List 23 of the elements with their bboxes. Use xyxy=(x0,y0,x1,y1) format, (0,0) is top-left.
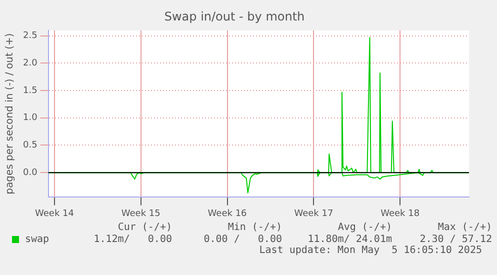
text: 0.00 / 0.00 xyxy=(202,234,282,245)
text: 2.30 / 57.12 xyxy=(418,234,492,245)
y-tick-label: 2.5 xyxy=(22,31,38,42)
y-tick-label: 0.0 xyxy=(22,168,38,178)
text: Avg (-/+) xyxy=(336,222,392,233)
x-tick-label: Week 15 xyxy=(121,208,160,219)
text: Max (-/+) xyxy=(436,222,492,233)
text: Min (-/+) xyxy=(226,222,282,233)
y-tick-label: 0.5 xyxy=(22,140,38,151)
x-tick-label: Week 14 xyxy=(34,208,74,219)
x-tick-label: Week 17 xyxy=(294,208,334,219)
text: Cur (-/+) xyxy=(116,222,172,233)
text: 11.80m/ 24.01m xyxy=(306,234,392,245)
y-tick-label: 1.0 xyxy=(22,113,38,124)
y-tick-label: 1.5 xyxy=(22,86,38,96)
text: Last update: Mon May 5 16:05:10 2025 xyxy=(258,245,483,256)
text: 1.12m/ 0.00 xyxy=(92,234,172,245)
legend-label: swap xyxy=(25,234,50,245)
y-axis-title: pages per second in (-) / out (+) xyxy=(4,33,16,194)
x-tick-label: Week 16 xyxy=(208,208,248,219)
x-tick-label: Week 18 xyxy=(380,208,420,219)
y-tick-label: 2.0 xyxy=(22,58,38,69)
chart-title: Swap in/out - by month xyxy=(164,9,305,24)
